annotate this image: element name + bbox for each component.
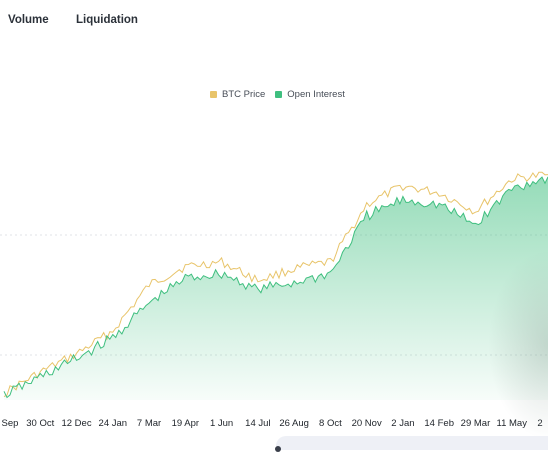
legend-item-open-interest[interactable]: Open Interest: [275, 89, 345, 100]
x-tick-label: 26 Aug: [279, 418, 309, 429]
x-tick-label: 1 Jun: [209, 418, 234, 429]
chart-legend: BTC Price Open Interest: [210, 88, 355, 100]
x-tick-label: 14 Feb: [424, 418, 454, 429]
btc-price-line: [3, 171, 548, 398]
open-interest-line: [3, 176, 548, 399]
x-tick-label: 20 Nov: [351, 418, 382, 429]
open-interest-swatch: [275, 90, 283, 98]
tab-liquidation[interactable]: Liquidation: [76, 14, 138, 26]
x-tick-label: 30 Oct: [26, 418, 55, 429]
x-tick-label: 24 Jan: [98, 418, 128, 429]
bottom-panel[interactable]: [276, 436, 548, 450]
x-tick-label: 7 Mar: [136, 418, 162, 429]
chart-tabs: Volume Liquidation: [0, 14, 548, 30]
x-tick-label: 12 Dec: [61, 418, 92, 429]
btc-price-swatch: [210, 90, 217, 98]
x-axis: Sep 30 Oct 12 Dec 24 Jan 7 Mar 19 Apr 1 Jun 14 …: [0, 418, 548, 432]
x-tick-label: Sep: [1, 418, 19, 429]
x-tick-label: 11 May: [496, 418, 526, 429]
x-tick-label: 29 Mar: [460, 418, 491, 429]
x-tick-label: 14 Jul: [245, 418, 271, 429]
overlay-shadow: [488, 250, 548, 440]
chart-plot: [0, 171, 548, 400]
x-tick-label: 8 Oct: [319, 418, 342, 429]
legend-label-open-interest: Open Interest: [287, 88, 345, 100]
x-tick-label: 2: [537, 418, 542, 429]
legend-label-btc-price: BTC Price: [222, 88, 266, 100]
series-layer: [3, 171, 548, 400]
open-interest-area: [4, 176, 548, 400]
drag-handle-dot[interactable]: [275, 446, 281, 452]
x-tick-label: 2 Jan: [391, 418, 415, 429]
tab-volume[interactable]: Volume: [8, 14, 49, 26]
x-tick-label: 19 Apr: [171, 418, 200, 429]
legend-item-btc-price[interactable]: BTC Price: [210, 89, 265, 100]
